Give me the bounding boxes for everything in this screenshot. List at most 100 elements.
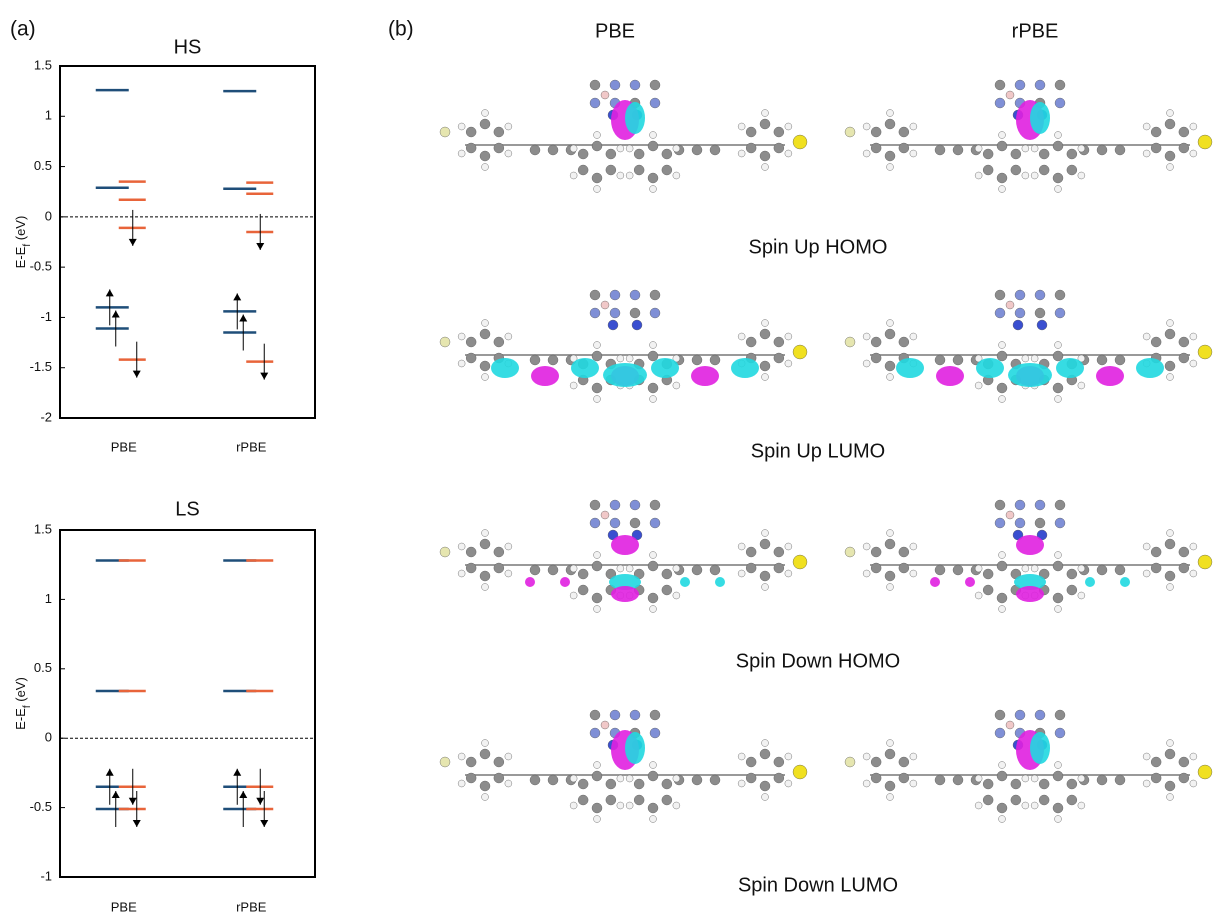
atom: [1167, 584, 1174, 591]
atom: [887, 794, 894, 801]
atom: [910, 543, 917, 550]
atom: [1037, 320, 1047, 330]
molecule-picture: [440, 80, 807, 193]
chart-title: LS: [175, 498, 199, 520]
atom: [505, 780, 512, 787]
atom: [1179, 563, 1189, 573]
atom: [1115, 145, 1125, 155]
atom: [592, 561, 602, 571]
atom: [1190, 543, 1197, 550]
atom: [995, 728, 1005, 738]
atom: [592, 351, 602, 361]
atom: [440, 127, 450, 137]
atom: [601, 301, 609, 309]
atom: [530, 145, 540, 155]
atom: [650, 552, 657, 559]
atom: [1067, 795, 1077, 805]
atom: [662, 795, 672, 805]
atom: [738, 333, 745, 340]
atom: [710, 565, 720, 575]
atom: [1011, 165, 1021, 175]
molecule-picture: [845, 80, 1212, 193]
molecule-picture: [845, 290, 1212, 403]
atom: [774, 773, 784, 783]
atom: [738, 150, 745, 157]
atom: [1165, 151, 1175, 161]
atom: [1022, 172, 1029, 179]
y-tick-label: 0.5: [34, 158, 52, 173]
atom: [630, 518, 640, 528]
atom: [1167, 794, 1174, 801]
atom: [1039, 779, 1049, 789]
atom: [762, 320, 769, 327]
atom: [570, 145, 577, 152]
atom: [578, 165, 588, 175]
atom: [1055, 132, 1062, 139]
atom: [999, 396, 1006, 403]
atom: [592, 383, 602, 393]
atom: [887, 164, 894, 171]
atom: [983, 149, 993, 159]
atom: [910, 780, 917, 787]
atom: [1039, 165, 1049, 175]
atom: [999, 342, 1006, 349]
orbital-lobe: [1085, 577, 1095, 587]
atom: [785, 780, 792, 787]
atom: [774, 563, 784, 573]
arrow-head: [256, 243, 264, 250]
atom: [650, 500, 660, 510]
atom: [910, 123, 917, 130]
atom: [570, 172, 577, 179]
y-tick-label: -0.5: [30, 259, 52, 274]
atom: [673, 145, 680, 152]
atom: [482, 584, 489, 591]
atom: [505, 150, 512, 157]
atom: [1035, 710, 1045, 720]
atom: [1143, 123, 1150, 130]
atom: [760, 539, 770, 549]
atom: [662, 165, 672, 175]
atom: [1035, 518, 1045, 528]
row-caption: Spin Down LUMO: [738, 874, 898, 896]
atom: [1039, 149, 1049, 159]
atom: [997, 561, 1007, 571]
atom: [863, 570, 870, 577]
atom: [494, 143, 504, 153]
panel-label: (a): [10, 18, 36, 41]
atom: [590, 500, 600, 510]
atom: [738, 780, 745, 787]
atom: [863, 150, 870, 157]
x-tick-label: PBE: [111, 899, 137, 914]
atom: [1190, 123, 1197, 130]
x-tick-label: rPBE: [236, 899, 267, 914]
atom: [1097, 565, 1107, 575]
atom: [466, 757, 476, 767]
atom: [785, 333, 792, 340]
atom: [1055, 710, 1065, 720]
orbital-lobe: [651, 358, 679, 378]
atom: [863, 360, 870, 367]
atom: [1190, 150, 1197, 157]
atom: [885, 539, 895, 549]
atom: [887, 110, 894, 117]
atom: [710, 355, 720, 365]
atom: [626, 172, 633, 179]
atom: [710, 775, 720, 785]
atom: [466, 773, 476, 783]
atom: [578, 149, 588, 159]
atom: [494, 127, 504, 137]
y-tick-label: 1.5: [34, 521, 52, 536]
atom: [863, 543, 870, 550]
atom: [648, 141, 658, 151]
atom: [1067, 779, 1077, 789]
atom: [1011, 779, 1021, 789]
atom: [458, 360, 465, 367]
atom: [1067, 585, 1077, 595]
orbital-lobe: [976, 358, 1004, 378]
chart-title: HS: [174, 36, 202, 58]
atom: [1151, 337, 1161, 347]
atom: [650, 308, 660, 318]
atom: [1179, 127, 1189, 137]
atom: [648, 803, 658, 813]
atom: [440, 757, 450, 767]
